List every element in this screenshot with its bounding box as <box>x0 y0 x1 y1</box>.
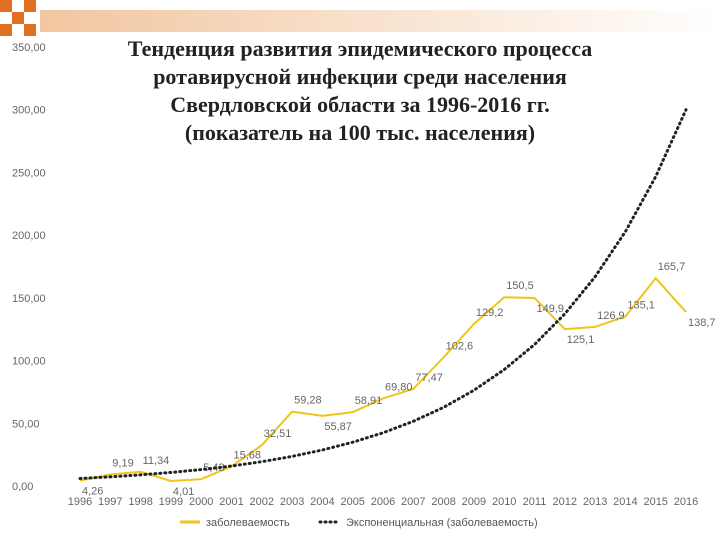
data-label: 4,26 <box>82 486 103 498</box>
y-tick-label: 200,00 <box>12 230 46 242</box>
data-label: 69,80 <box>385 381 413 393</box>
data-label: 126,9 <box>597 310 625 322</box>
x-tick-label: 2015 <box>643 496 667 508</box>
y-tick-label: 100,00 <box>12 356 46 368</box>
y-tick-label: 350,00 <box>12 42 46 54</box>
x-tick-label: 2006 <box>371 496 395 508</box>
x-tick-label: 2013 <box>583 496 607 508</box>
decor <box>24 24 36 36</box>
data-label: 9,19 <box>112 457 133 469</box>
x-tick-label: 2012 <box>553 496 577 508</box>
x-tick-label: 2014 <box>613 496 637 508</box>
x-tick-label: 2003 <box>280 496 304 508</box>
data-label: 55,87 <box>324 421 352 433</box>
x-tick-label: 2001 <box>219 496 243 508</box>
series-line <box>79 276 687 482</box>
data-label: 4,01 <box>173 486 194 498</box>
x-tick-label: 2010 <box>492 496 516 508</box>
data-label: 125,1 <box>567 334 595 346</box>
chart-title: Тенденция развития эпидемического процес… <box>128 36 592 61</box>
x-tick-label: 1997 <box>98 496 122 508</box>
x-tick-label: 2008 <box>431 496 455 508</box>
chart-title: ротавирусной инфекции среди населения <box>153 64 567 89</box>
x-tick-label: 1999 <box>159 496 183 508</box>
x-tick-label: 2005 <box>340 496 364 508</box>
y-tick-label: 300,00 <box>12 105 46 117</box>
decor <box>0 0 12 12</box>
data-label: 129,2 <box>476 307 504 319</box>
y-tick-label: 150,00 <box>12 293 46 305</box>
x-tick-label: 2002 <box>250 496 274 508</box>
legend-label: заболеваемость <box>206 517 290 529</box>
data-label: 165,7 <box>658 261 686 273</box>
decor <box>24 0 36 12</box>
y-tick-label: 250,00 <box>12 167 46 179</box>
data-label: 150,5 <box>506 280 534 292</box>
data-label: 102,6 <box>446 340 474 352</box>
data-label: 138,7 <box>688 317 716 329</box>
data-label: 77,47 <box>415 372 443 384</box>
chart-title: Свердловской области за 1996-2016 гг. <box>170 92 550 117</box>
legend-label: Экспоненциальная (заболеваемость) <box>346 517 538 529</box>
data-label: 11,34 <box>143 455 170 467</box>
y-tick-label: 50,00 <box>12 418 40 430</box>
decor-bar <box>40 10 720 32</box>
data-label: 32,51 <box>264 428 292 440</box>
decor <box>0 24 12 36</box>
x-tick-label: 2004 <box>310 496 334 508</box>
chart-title: (показатель на 100 тыс. населения) <box>185 120 535 145</box>
x-tick-label: 2009 <box>462 496 486 508</box>
data-label: 58,91 <box>355 395 383 407</box>
x-tick-label: 2000 <box>189 496 213 508</box>
series-line <box>78 108 688 480</box>
x-tick-label: 2016 <box>674 496 698 508</box>
data-label: 135,1 <box>627 300 655 312</box>
x-tick-label: 2011 <box>523 496 547 508</box>
x-tick-label: 2007 <box>401 496 425 508</box>
y-tick-label: 0,00 <box>12 481 33 493</box>
x-tick-label: 1998 <box>128 496 152 508</box>
data-label: 59,28 <box>294 395 322 407</box>
data-label: 149,9 <box>537 303 565 315</box>
x-tick-label: 1996 <box>68 496 92 508</box>
data-label: 15,68 <box>234 449 262 461</box>
decor <box>12 12 24 24</box>
